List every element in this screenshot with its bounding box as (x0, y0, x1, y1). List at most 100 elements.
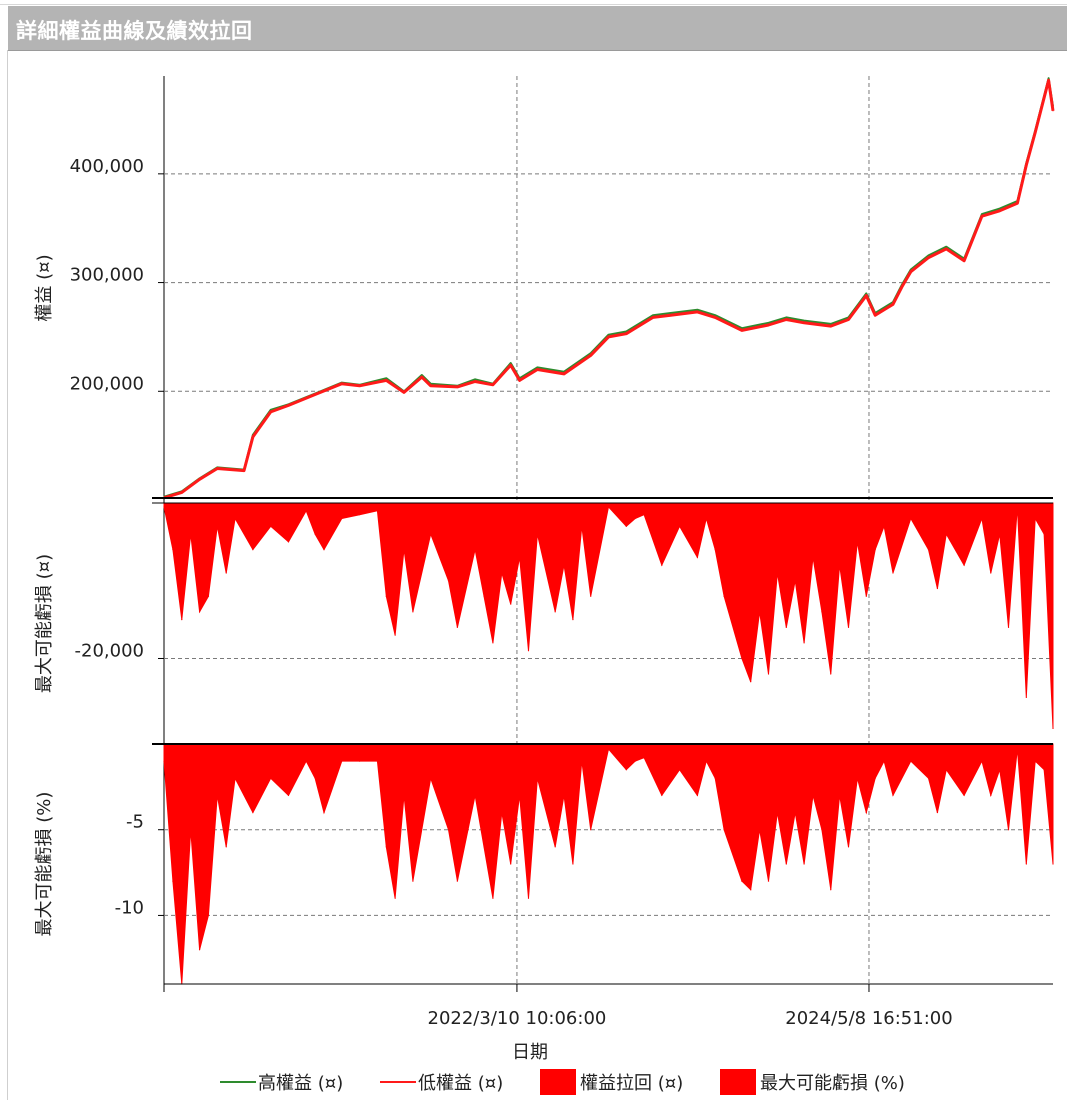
drawdown-point (287, 794, 290, 797)
drawdown-point (1025, 863, 1027, 865)
drawdown-point (172, 880, 174, 882)
drawdown-point (572, 863, 574, 865)
drawdown-point (839, 794, 841, 797)
equity-point (927, 254, 930, 256)
drawdown-point (1007, 626, 1010, 628)
drawdown-point (385, 846, 387, 848)
drawdown-point (225, 572, 227, 574)
y-axis-label: 最大可能虧損 (¤) (34, 554, 55, 693)
y-tick-label: 400,000 (70, 156, 144, 177)
equity-point (670, 314, 672, 316)
drawdown-point (607, 748, 610, 750)
drawdown-point (847, 846, 850, 848)
equity-point (252, 436, 254, 438)
drawdown-point (554, 846, 556, 848)
drawdown-point (536, 533, 538, 535)
equity-point (385, 379, 387, 382)
drawdown-point (510, 603, 512, 605)
equity-point (216, 467, 218, 470)
drawdown-point (821, 611, 823, 613)
drawdown-point (305, 760, 307, 762)
window-title: 詳細權益曲線及績效拉回 (16, 19, 253, 43)
equity-point (714, 316, 716, 318)
equity-point (421, 374, 423, 376)
equity-point (1034, 131, 1036, 134)
drawdown-point (590, 595, 592, 597)
equity-point (767, 322, 770, 324)
equity-point (1025, 164, 1027, 166)
drawdown-point (270, 525, 272, 527)
equity-point (830, 325, 832, 327)
y-tick-label: 200,000 (70, 373, 144, 394)
drawdown-point (394, 634, 396, 636)
drawdown-point (403, 794, 405, 797)
equity-point (625, 333, 627, 335)
drawdown-point (314, 777, 316, 779)
drawdown-point (927, 549, 930, 551)
equity-point (474, 380, 476, 383)
equity-point (456, 386, 458, 388)
drawdown-point (892, 794, 894, 797)
drawdown-point (741, 880, 743, 882)
drawdown-point (394, 897, 396, 899)
drawdown-point (812, 794, 814, 797)
equity-point (1047, 77, 1050, 79)
equity-point (1047, 79, 1050, 81)
title-bar: 詳細權益曲線及績效拉回 (8, 6, 1067, 51)
drawdown-point (767, 880, 770, 882)
drawdown-point (910, 760, 912, 762)
drawdown-point (474, 794, 476, 797)
drawdown-point (723, 829, 725, 831)
equity-point (270, 409, 272, 411)
drawdown-point (803, 642, 805, 644)
drawdown-point (474, 549, 476, 551)
drawdown-point (936, 587, 939, 590)
drawdown-point (323, 549, 325, 551)
drawdown-point (447, 829, 450, 831)
drawdown-point (501, 572, 503, 574)
drawdown-point (1016, 506, 1019, 508)
drawdown-point (207, 914, 210, 917)
drawdown-point (536, 777, 538, 779)
drawdown-point (341, 517, 343, 520)
drawdown-point (679, 525, 681, 527)
drawdown-point (163, 506, 165, 508)
drawdown-point (590, 829, 592, 831)
drawdown-point (385, 595, 387, 597)
drawdown-area (163, 743, 1054, 985)
equity-point (901, 286, 903, 288)
drawdown-point (581, 760, 583, 762)
drawdown-point (563, 794, 565, 797)
drawdown-point (412, 611, 414, 613)
drawdown-point (172, 549, 174, 551)
drawdown-point (376, 760, 378, 762)
drawdown-point (830, 673, 832, 675)
equity-point (830, 323, 832, 325)
drawdown-point (696, 556, 699, 559)
drawdown-point (643, 514, 645, 516)
drawdown-point (794, 811, 796, 814)
drawdown-point (750, 681, 752, 683)
drawdown-point (1034, 517, 1036, 520)
y-axis-label: 最大可能虧損 (%) (34, 792, 55, 937)
equity-point (927, 256, 930, 259)
equity-point (607, 336, 610, 338)
equity-point (181, 491, 183, 493)
drawdown-point (803, 863, 805, 865)
drawdown-point (990, 794, 992, 797)
drawdown-point (198, 611, 201, 613)
equity-point (910, 271, 912, 273)
equity-point (696, 309, 699, 311)
drawdown-point (323, 811, 325, 814)
equity-point (314, 393, 316, 396)
drawdown-point (634, 517, 636, 520)
window-left-border (7, 50, 8, 1100)
drawdown-point (839, 564, 841, 566)
drawdown-point (190, 829, 192, 831)
drawdown-point (607, 506, 610, 508)
drawdown-point (759, 829, 761, 831)
equity-point (287, 404, 290, 407)
drawdown-point (501, 811, 503, 814)
drawdown-point (679, 769, 681, 771)
